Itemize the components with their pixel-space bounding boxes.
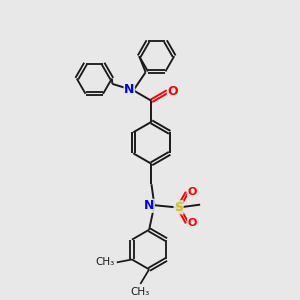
Text: N: N [144,199,154,212]
Text: O: O [188,188,197,197]
Text: O: O [188,218,197,228]
Text: CH₃: CH₃ [130,287,149,298]
Text: CH₃: CH₃ [95,257,115,267]
Text: N: N [124,83,134,96]
Text: O: O [167,85,178,98]
Text: S: S [174,201,183,214]
